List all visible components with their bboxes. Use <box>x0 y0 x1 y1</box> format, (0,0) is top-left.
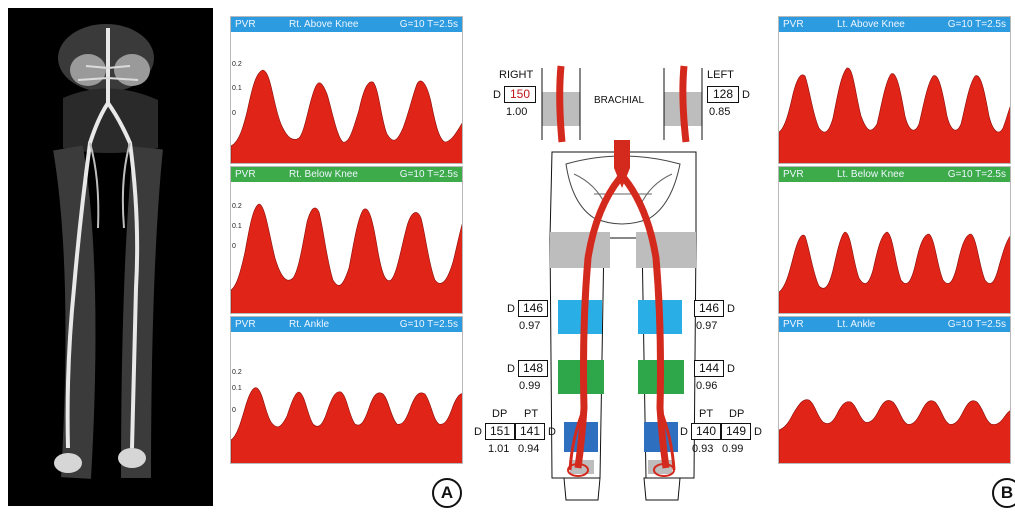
left-side-label: LEFT <box>707 69 734 81</box>
pvr-gain-label: G=10 T=2.5s <box>399 19 458 30</box>
right-calf-prefix: D <box>507 363 515 375</box>
y-tick-label: 0.1 <box>232 385 242 392</box>
pvr-waveform <box>231 387 462 463</box>
pvr-type-label: PVR <box>235 19 256 30</box>
left-calf-index: 0.96 <box>696 380 718 392</box>
y-tick-label: 0 <box>232 110 236 117</box>
left-ankle-dp-pressure: 149 <box>721 423 751 440</box>
right-calf-pressure: 148 <box>518 360 548 377</box>
pvr-site-label: Rt. Above Knee <box>289 19 359 30</box>
right-thigh-pressure: 146 <box>518 300 548 317</box>
y-tick-label: 0.1 <box>232 223 242 230</box>
pvr-waveform-plot <box>779 67 1010 163</box>
left-thigh-index: 0.97 <box>696 320 718 332</box>
right-brachial-index: 1.00 <box>506 106 528 118</box>
pvr-site-label: Lt. Above Knee <box>837 19 905 30</box>
y-tick-label: 0.2 <box>232 369 242 376</box>
left-thigh-suffix: D <box>727 303 735 315</box>
pvr-panel-lt-ankle: PVR Lt. Ankle G=10 T=2.5s <box>778 316 1011 464</box>
pvr-waveform-plot: 0.2 0.1 0 <box>231 61 462 163</box>
left-thigh-pressure: 146 <box>694 300 724 317</box>
pvr-header: PVR Rt. Ankle G=10 T=2.5s <box>231 317 462 332</box>
pvr-site-label: Rt. Ankle <box>289 319 330 330</box>
pvr-site-label: Rt. Below Knee <box>289 169 358 180</box>
right-calf-index: 0.99 <box>519 380 541 392</box>
pvr-site-label: Lt. Ankle <box>837 319 876 330</box>
pvr-type-label: PVR <box>235 319 256 330</box>
pvr-header: PVR Lt. Ankle G=10 T=2.5s <box>779 317 1010 332</box>
y-tick-label: 0.2 <box>232 203 242 210</box>
y-tick-label: 0 <box>232 243 236 250</box>
pvr-panel-lt-below-knee: PVR Lt. Below Knee G=10 T=2.5s <box>778 166 1011 314</box>
left-ankle-prefix: D <box>680 426 688 438</box>
pvr-waveform-plot <box>779 399 1010 463</box>
leg-artery-illustration <box>541 65 703 501</box>
left-calf-pressure: 144 <box>694 360 724 377</box>
pvr-header: PVR Rt. Above Knee G=10 T=2.5s <box>231 17 462 32</box>
right-thigh-index: 0.97 <box>519 320 541 332</box>
pvr-gain-label: G=10 T=2.5s <box>399 319 458 330</box>
segmental-pressure-diagram: RIGHT D 150 1.00 BRACHIAL LEFT 128 D 0.8… <box>466 8 778 510</box>
y-tick-label: 0.2 <box>232 61 242 68</box>
left-calf-suffix: D <box>727 363 735 375</box>
panel-label-b: B <box>992 478 1015 508</box>
right-side-label: RIGHT <box>499 69 534 81</box>
pvr-header: PVR Lt. Below Knee G=10 T=2.5s <box>779 167 1010 182</box>
left-ankle-pt-index: 0.93 <box>692 443 714 455</box>
pvr-gain-label: G=10 T=2.5s <box>947 169 1006 180</box>
pvr-site-label: Lt. Below Knee <box>837 169 905 180</box>
pvr-waveform <box>779 67 1010 163</box>
right-ankle-prefix: D <box>474 426 482 438</box>
right-ankle-pt-suffix: D <box>548 426 556 438</box>
y-tick-label: 0.1 <box>232 85 242 92</box>
pvr-waveform <box>231 203 462 313</box>
pvr-type-label: PVR <box>783 319 804 330</box>
right-brachial-pressure: 150 <box>504 86 536 103</box>
pvr-gain-label: G=10 T=2.5s <box>399 169 458 180</box>
left-ankle-dp-label: DP <box>729 408 745 420</box>
pvr-waveform-plot: 0.2 0.1 0 <box>231 369 462 463</box>
pvr-panel-rt-above-knee: PVR Rt. Above Knee G=10 T=2.5s 0.2 0.1 0 <box>230 16 463 164</box>
pvr-waveform <box>231 69 462 163</box>
right-brachial-prefix: D <box>493 89 501 101</box>
pvr-header: PVR Lt. Above Knee G=10 T=2.5s <box>779 17 1010 32</box>
pvr-type-label: PVR <box>783 19 804 30</box>
left-brachial-index: 0.85 <box>709 106 731 118</box>
pvr-waveform-plot <box>779 231 1010 313</box>
pvr-panel-rt-ankle: PVR Rt. Ankle G=10 T=2.5s 0.2 0.1 0 <box>230 316 463 464</box>
right-ankle-pt-pressure: 141 <box>515 423 545 440</box>
pvr-waveform <box>779 231 1010 313</box>
pvr-gain-label: G=10 T=2.5s <box>947 319 1006 330</box>
pvr-waveform <box>779 399 1010 463</box>
pvr-panel-lt-above-knee: PVR Lt. Above Knee G=10 T=2.5s <box>778 16 1011 164</box>
pvr-type-label: PVR <box>235 169 256 180</box>
right-ankle-dp-label: DP <box>492 408 508 420</box>
left-ankle-pt-label: PT <box>699 408 714 420</box>
right-ankle-pt-index: 0.94 <box>518 443 540 455</box>
ct-angiogram-image <box>8 8 213 506</box>
right-ankle-dp-pressure: 151 <box>485 423 515 440</box>
panel-label-a: A <box>432 478 462 508</box>
right-ankle-pt-label: PT <box>524 408 539 420</box>
left-brachial-suffix: D <box>742 89 750 101</box>
right-thigh-prefix: D <box>507 303 515 315</box>
pvr-waveform-plot: 0.2 0.1 0 <box>231 203 462 313</box>
left-ankle-pt-pressure: 140 <box>691 423 721 440</box>
pvr-panel-rt-below-knee: PVR Rt. Below Knee G=10 T=2.5s 0.2 0.1 0 <box>230 166 463 314</box>
pvr-gain-label: G=10 T=2.5s <box>947 19 1006 30</box>
ct-angiogram-graphic <box>53 24 163 479</box>
y-tick-label: 0 <box>232 407 236 414</box>
left-ankle-dp-index: 0.99 <box>722 443 744 455</box>
pvr-header: PVR Rt. Below Knee G=10 T=2.5s <box>231 167 462 182</box>
right-ankle-dp-index: 1.01 <box>488 443 510 455</box>
left-ankle-dp-suffix: D <box>754 426 762 438</box>
brachial-label: BRACHIAL <box>594 95 645 106</box>
left-brachial-pressure: 128 <box>707 86 739 103</box>
pvr-type-label: PVR <box>783 169 804 180</box>
